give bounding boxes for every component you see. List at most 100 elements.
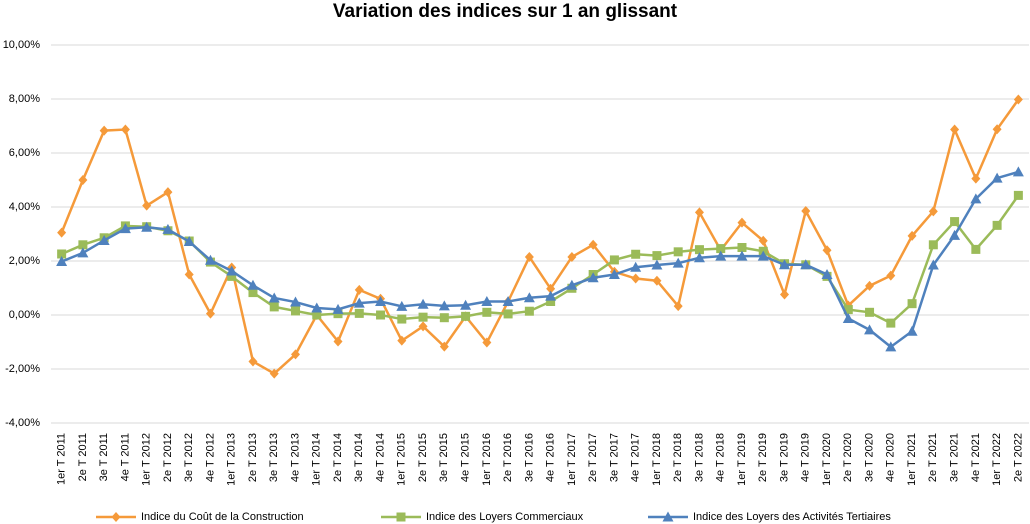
data-point: [1013, 190, 1023, 200]
data-point: [78, 240, 88, 250]
data-point: [502, 296, 514, 306]
data-point: [885, 341, 897, 352]
y-tick-label: 2,00%: [9, 255, 40, 267]
data-point: [291, 349, 300, 360]
legend-marker: [111, 512, 121, 522]
legend-label: Indice des Loyers des Activités Tertiair…: [693, 511, 891, 523]
data-point: [418, 321, 428, 332]
x-tick-label: 1er T 2014: [311, 433, 323, 486]
data-point: [567, 251, 577, 262]
data-point: [375, 296, 387, 306]
data-point: [482, 307, 492, 317]
x-tick-label: 1er T 2017: [566, 433, 578, 486]
data-point: [991, 172, 1003, 183]
data-point: [950, 124, 960, 135]
data-point: [588, 239, 598, 250]
y-tick-label: 0,00%: [9, 309, 40, 321]
data-point: [333, 336, 343, 347]
data-point: [57, 249, 67, 259]
y-tick-label: 6,00%: [9, 147, 40, 159]
data-point: [524, 251, 534, 262]
data-point: [631, 249, 641, 259]
data-point: [800, 259, 812, 270]
data-point: [652, 251, 662, 261]
data-point: [183, 236, 195, 247]
data-point: [907, 299, 917, 309]
data-point: [630, 261, 642, 272]
x-tick-label: 3e T 2012: [183, 433, 195, 482]
x-tick-label: 1er T 2016: [481, 433, 493, 486]
data-point: [99, 125, 109, 136]
data-point: [417, 298, 429, 309]
data-point: [864, 324, 876, 335]
data-point: [205, 308, 215, 319]
data-point: [843, 305, 853, 315]
data-point: [98, 234, 110, 245]
data-point: [545, 290, 557, 301]
data-point: [291, 306, 300, 316]
x-tick-label: 4e T 2020: [885, 433, 897, 482]
x-tick-label: 2e T 2019: [757, 433, 769, 482]
data-point: [57, 227, 67, 238]
x-tick-label: 3e T 2016: [523, 433, 535, 482]
data-point: [397, 335, 407, 346]
x-tick-label: 3e T 2013: [268, 433, 280, 482]
data-point: [248, 356, 258, 367]
data-point: [822, 245, 832, 256]
data-point: [566, 279, 578, 290]
data-point: [673, 247, 683, 257]
x-tick-label: 4e T 2016: [545, 433, 557, 482]
x-tick-label: 1er T 2015: [396, 433, 408, 486]
data-point: [119, 223, 131, 234]
data-point: [842, 313, 854, 324]
x-tick-label: 2e T 2013: [247, 433, 259, 482]
data-point: [460, 299, 472, 310]
data-point: [78, 175, 88, 185]
data-point: [56, 256, 68, 267]
data-point: [780, 289, 789, 300]
x-tick-label: 3e T 2015: [438, 433, 450, 482]
data-point: [418, 312, 428, 322]
legend-marker: [396, 512, 406, 522]
y-tick-label: -2,00%: [5, 363, 40, 375]
data-point: [247, 279, 259, 290]
x-tick-label: 1er T 2012: [141, 433, 153, 486]
series-line: [61, 170, 1019, 349]
y-tick-label: -4,00%: [5, 417, 40, 429]
data-point: [757, 250, 769, 261]
data-point: [248, 288, 258, 298]
series-line: [60, 98, 1020, 376]
x-tick-label: 3e T 2019: [778, 433, 790, 482]
x-tick-label: 4e T 2013: [289, 433, 301, 482]
series-line: [61, 194, 1020, 325]
x-tick-label: 2e T 2022: [1012, 433, 1024, 482]
data-point: [397, 314, 407, 324]
data-point: [694, 245, 704, 255]
x-tick-label: 4e T 2015: [459, 433, 471, 482]
x-tick-label: 1er T 2019: [736, 433, 748, 486]
data-point: [949, 229, 961, 240]
x-tick-label: 1er T 2018: [651, 433, 663, 486]
x-tick-label: 2e T 2015: [417, 433, 429, 482]
data-point: [77, 247, 89, 258]
data-point: [779, 259, 790, 270]
data-point: [226, 265, 238, 276]
data-point: [672, 257, 684, 268]
legend-marker: [662, 511, 674, 522]
data-point: [801, 206, 811, 217]
data-point: [353, 297, 365, 308]
data-point: [439, 341, 449, 352]
x-tick-label: 2e T 2012: [162, 433, 174, 482]
x-tick-label: 2e T 2020: [842, 433, 854, 482]
x-tick-label: 4e T 2019: [800, 433, 812, 482]
data-point: [865, 307, 875, 317]
x-tick-label: 2e T 2016: [502, 433, 514, 482]
x-tick-label: 2e T 2021: [927, 433, 939, 482]
data-point: [587, 272, 599, 283]
x-tick-label: 2e T 2017: [587, 433, 599, 482]
data-point: [737, 217, 747, 228]
x-tick-label: 3e T 2014: [353, 433, 365, 482]
data-point: [906, 325, 918, 336]
x-tick-label: 4e T 2011: [119, 433, 131, 481]
